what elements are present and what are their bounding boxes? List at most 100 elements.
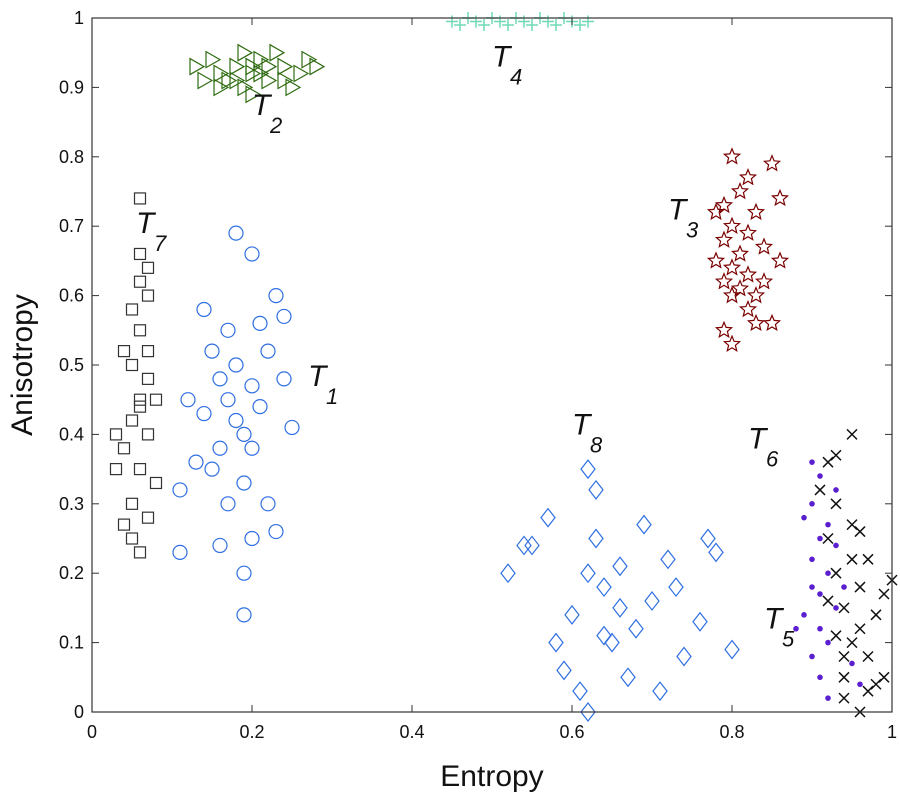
data-point xyxy=(660,549,676,570)
data-point xyxy=(212,371,228,387)
data-point xyxy=(846,553,858,565)
data-point xyxy=(228,357,244,373)
data-point xyxy=(125,358,139,372)
data-point xyxy=(237,78,254,97)
y-axis-label: Anisotropy xyxy=(6,294,39,436)
data-point xyxy=(253,64,270,83)
data-point xyxy=(596,625,612,646)
data-point xyxy=(754,237,774,255)
cluster-label-t1: T1 xyxy=(308,360,338,409)
data-point xyxy=(857,681,863,688)
data-point xyxy=(838,671,850,683)
x-axis-ticks: 0 0.2 0.4 0.6 0.8 1 xyxy=(87,18,897,742)
data-point xyxy=(564,604,580,625)
data-point xyxy=(692,611,708,632)
y-tick-label: 0.2 xyxy=(59,563,84,583)
data-point xyxy=(825,695,831,701)
data-point xyxy=(149,393,163,406)
data-point xyxy=(644,590,660,611)
label-subscript: 2 xyxy=(269,113,282,138)
data-point xyxy=(196,301,212,318)
data-point xyxy=(212,440,228,456)
data-point xyxy=(849,660,855,667)
data-point xyxy=(817,473,823,479)
data-point xyxy=(236,565,252,581)
cluster-label-t2: T2 xyxy=(252,89,282,138)
data-point xyxy=(133,275,147,288)
data-point xyxy=(244,440,260,456)
data-point xyxy=(277,57,294,76)
label-letter: T xyxy=(252,89,273,122)
data-point xyxy=(109,428,123,441)
data-point xyxy=(770,188,790,207)
data-point xyxy=(261,71,278,90)
data-point xyxy=(746,286,766,304)
data-point xyxy=(172,544,188,560)
data-point xyxy=(277,71,294,90)
data-point xyxy=(220,392,236,408)
data-point xyxy=(125,497,139,510)
data-point xyxy=(809,459,815,465)
data-point xyxy=(149,476,163,490)
data-point xyxy=(762,313,782,332)
data-point xyxy=(580,702,596,722)
data-point xyxy=(854,623,866,635)
label-letter: T xyxy=(136,207,157,240)
data-point xyxy=(652,681,668,702)
data-point xyxy=(229,57,246,76)
y-tick-label: 0.8 xyxy=(59,147,84,167)
data-point xyxy=(245,57,262,76)
data-point xyxy=(550,18,562,31)
y-axis-ticks: 0 0.1 0.2 0.3 0.4 0.5 0.6 0.7 0.8 0.9 1 xyxy=(59,8,892,722)
data-point xyxy=(817,591,823,597)
data-point xyxy=(244,246,260,262)
label-letter: T xyxy=(668,193,689,226)
data-point xyxy=(133,400,147,413)
data-point xyxy=(724,639,740,660)
data-point xyxy=(220,496,236,512)
y-tick-label: 0.3 xyxy=(59,494,84,514)
data-point xyxy=(830,449,842,461)
data-point xyxy=(738,299,758,318)
data-point xyxy=(636,514,652,535)
data-point xyxy=(276,308,292,325)
data-point xyxy=(252,315,268,331)
y-tick-label: 0.9 xyxy=(59,77,84,97)
data-point xyxy=(228,412,244,429)
cluster-label-t3: T3 xyxy=(668,193,699,242)
data-point xyxy=(730,244,750,262)
x-tick-label: 0.2 xyxy=(239,722,264,742)
data-point xyxy=(502,18,514,31)
data-point xyxy=(714,230,734,248)
data-point xyxy=(141,372,155,385)
data-point xyxy=(236,607,252,623)
data-point xyxy=(862,650,874,663)
data-point xyxy=(253,50,270,69)
x-tick-label: 0.4 xyxy=(399,722,424,742)
data-point xyxy=(261,57,278,76)
data-point xyxy=(830,630,842,642)
data-point xyxy=(293,64,310,83)
data-point xyxy=(309,57,326,76)
data-point xyxy=(854,526,866,538)
data-point xyxy=(141,428,155,441)
data-point xyxy=(212,537,228,554)
data-point xyxy=(822,532,834,545)
data-point xyxy=(801,612,807,618)
data-point xyxy=(133,247,147,261)
data-point xyxy=(870,609,882,621)
data-point xyxy=(197,71,214,90)
data-point xyxy=(133,393,147,406)
data-point xyxy=(268,288,284,304)
data-point xyxy=(117,518,131,531)
data-point xyxy=(825,570,831,576)
data-point xyxy=(738,265,758,283)
label-subscript: 4 xyxy=(510,65,522,90)
data-point xyxy=(814,484,826,496)
data-point xyxy=(189,57,206,76)
series-t7 xyxy=(109,192,163,559)
data-point xyxy=(722,216,742,234)
data-point xyxy=(817,535,823,542)
data-point xyxy=(612,597,628,618)
